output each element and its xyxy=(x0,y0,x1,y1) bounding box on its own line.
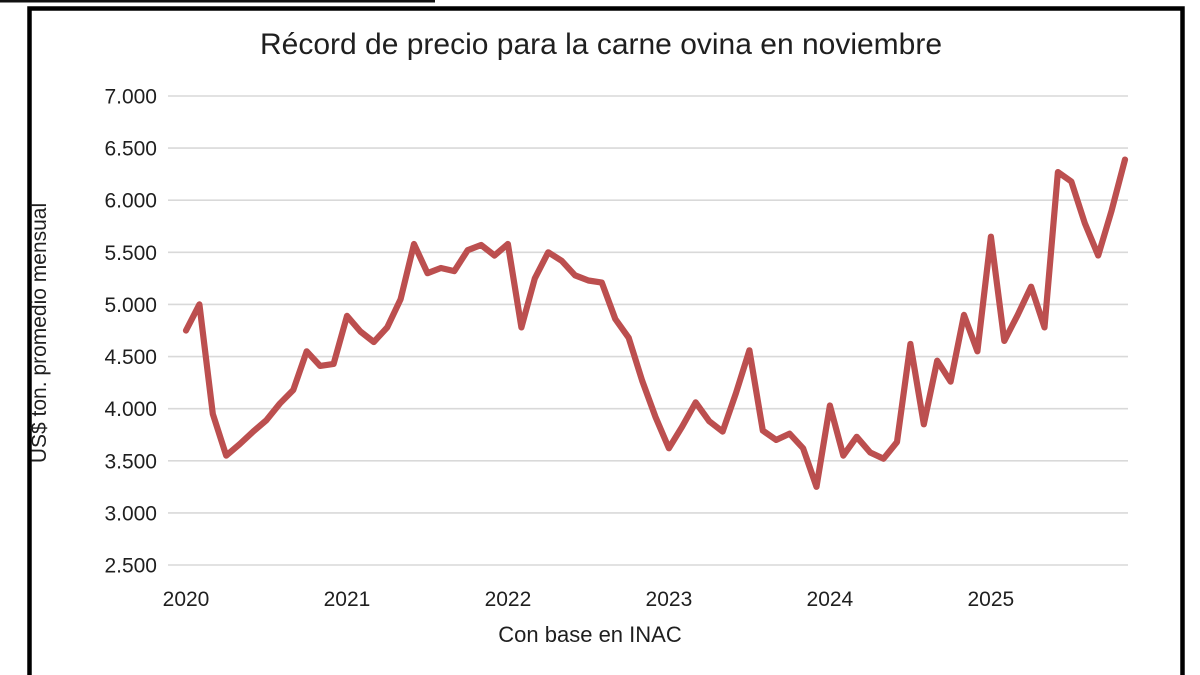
x-axis-tick-label: 2024 xyxy=(807,588,854,611)
x-axis-tick-label: 2020 xyxy=(163,588,210,611)
y-axis-tick-label: 3.000 xyxy=(104,502,157,525)
x-axis-tick-labels: 2020 2021 2022 2023 2024 2025 xyxy=(163,588,1015,611)
y-axis-tick-label: 4.000 xyxy=(104,398,157,421)
price-line-series xyxy=(182,156,1129,490)
y-axis-tick-label: 3.500 xyxy=(104,450,157,473)
y-axis-tick-label: 5.500 xyxy=(104,242,157,265)
y-axis-tick-label: 2.500 xyxy=(104,555,157,578)
y-axis-tick-label: 6.000 xyxy=(104,190,157,213)
series-group xyxy=(182,156,1129,490)
y-axis-tick-label: 4.500 xyxy=(104,346,157,369)
x-axis-tick-label: 2022 xyxy=(485,588,532,611)
chart-border-frame xyxy=(27,6,1185,675)
x-axis-tick-label: 2023 xyxy=(646,588,693,611)
y-axis-tick-labels: 7.000 6.500 6.000 5.500 5.000 4.500 4.000 3.500… xyxy=(104,86,157,578)
y-axis-tick-label: 6.500 xyxy=(104,138,157,161)
y-axis-tick-label: 5.000 xyxy=(104,294,157,317)
crop-artifact-bar xyxy=(0,0,435,3)
chart-caption: Con base en INAC xyxy=(498,622,682,647)
gridlines xyxy=(168,95,1128,566)
y-axis-title: US$ ton. promedio mensual xyxy=(28,203,51,463)
x-axis-tick-label: 2025 xyxy=(967,588,1014,611)
x-axis-tick-label: 2021 xyxy=(324,588,371,611)
y-axis-tick-label: 7.000 xyxy=(104,86,157,109)
chart-title: Récord de precio para la carne ovina en … xyxy=(260,28,942,61)
